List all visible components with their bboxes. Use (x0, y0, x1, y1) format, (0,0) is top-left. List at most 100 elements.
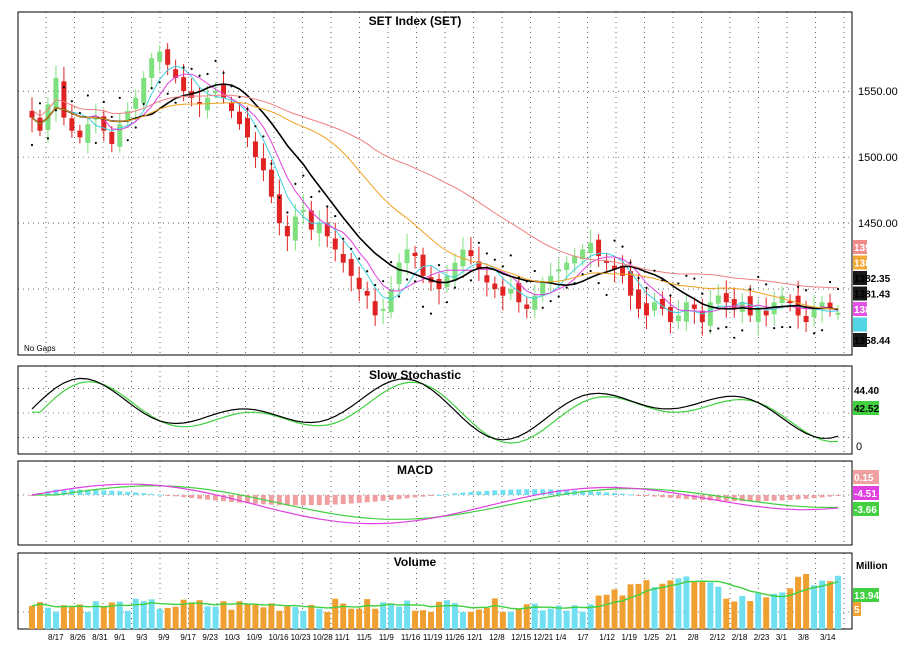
sar-dot (629, 261, 631, 263)
sar-dot (422, 306, 424, 308)
candle-body (724, 293, 729, 302)
volume-bar (596, 596, 602, 629)
x-tick-label: 1/25 (644, 633, 660, 642)
macd-hist-bar (197, 495, 202, 499)
volume-bar (165, 608, 171, 629)
candle-body (668, 307, 673, 322)
macd-hist-bar (333, 495, 338, 504)
stoch-tag-label: 42.52 (854, 404, 879, 415)
macd-hist-bar (253, 495, 258, 504)
x-tick-label: 11/16 (401, 633, 421, 642)
candle-body (229, 103, 234, 111)
macd-hist-bar (317, 495, 322, 505)
sar-dot (326, 205, 328, 207)
sar-dot (374, 284, 376, 286)
sar-dot (398, 295, 400, 297)
sar-dot (294, 183, 296, 185)
sar-dot (518, 276, 520, 278)
candle-body (77, 131, 82, 138)
sar-dot (813, 332, 815, 334)
volume-bar (141, 601, 147, 629)
volume-bar (85, 612, 91, 629)
macd-hist-bar (508, 490, 513, 495)
sar-dot (677, 282, 679, 284)
panel-title: Volume (394, 555, 437, 569)
panel-frame (18, 12, 852, 355)
volume-bar (236, 601, 242, 629)
volume-bar (388, 603, 394, 629)
candle-body (644, 303, 649, 315)
x-tick-label: 9/9 (158, 633, 170, 642)
sar-dot (103, 101, 105, 103)
macd-hist-bar (596, 492, 601, 495)
volume-bar (540, 610, 546, 629)
x-tick-label: 10/9 (247, 633, 263, 642)
volume-bar (69, 606, 75, 629)
sar-dot (685, 275, 687, 277)
macd-hist-bar (133, 492, 138, 495)
sar-dot (95, 142, 97, 144)
volume-bar (45, 608, 51, 629)
candle-body (109, 132, 114, 144)
macd-tag-label: -4.51 (854, 489, 877, 500)
volume-bar (715, 587, 721, 629)
volume-bar (252, 604, 258, 629)
candle-body (365, 291, 370, 296)
volume-bar (101, 606, 107, 629)
volume-bar (628, 584, 634, 629)
y-tick-label: 1500.00 (858, 152, 898, 164)
sar-dot (183, 66, 185, 68)
panel-title: SET Index (SET) (369, 14, 462, 28)
panel-2: MACD (18, 461, 852, 545)
macd-hist-bar (269, 495, 274, 505)
macd-hist-bar (796, 495, 801, 499)
candle-body (157, 52, 162, 62)
ma-tag-label: 1382.35 (854, 274, 891, 285)
x-tick-label: 9/17 (180, 633, 196, 642)
volume-bar (651, 587, 657, 629)
x-tick-label: 1/12 (599, 633, 615, 642)
macd-hist-bar (381, 495, 386, 501)
sar-dot (526, 280, 528, 282)
sar-dot (63, 86, 65, 88)
volume-bar (723, 599, 729, 629)
sar-dot (653, 270, 655, 272)
macd-hist-bar (676, 495, 681, 499)
candle-body (181, 77, 186, 91)
volume-bar (636, 584, 642, 629)
volume-bar (452, 603, 458, 629)
x-tick-label: 12/15 (511, 633, 532, 642)
macd-hist-bar (157, 495, 162, 496)
volume-bar (675, 578, 681, 629)
candle-body (333, 239, 338, 250)
macd-hist-bar (500, 490, 505, 495)
candle-body (540, 282, 545, 295)
candle-body (357, 278, 362, 289)
volume-bar (604, 595, 610, 629)
sar-dot (701, 293, 703, 295)
volume-bar (484, 608, 490, 629)
volume-bar (763, 597, 769, 629)
macd-hist-bar (93, 490, 98, 495)
x-tick-label: 8/31 (92, 633, 108, 642)
volume-bar (699, 582, 705, 629)
x-tick-label: 2/12 (710, 633, 726, 642)
candle-body (341, 254, 346, 263)
volume-bar (707, 582, 713, 629)
sar-dot (206, 73, 208, 75)
ma-tag-label: 1358.44 (854, 336, 891, 347)
macd-hist-bar (516, 489, 521, 495)
x-tick-label: 1/19 (621, 633, 637, 642)
x-tick-label: 2/1 (666, 633, 678, 642)
sar-dot (366, 270, 368, 272)
volume-bar (500, 612, 506, 629)
x-tick-label: 3/14 (820, 633, 836, 642)
x-tick-label: 8/26 (70, 633, 86, 642)
candle-body (413, 253, 418, 256)
sar-dot (87, 94, 89, 96)
sar-dot (382, 280, 384, 282)
macd-hist-bar (652, 495, 657, 497)
volume-bar (61, 605, 67, 629)
sar-dot (661, 279, 663, 281)
sar-dot (781, 326, 783, 328)
